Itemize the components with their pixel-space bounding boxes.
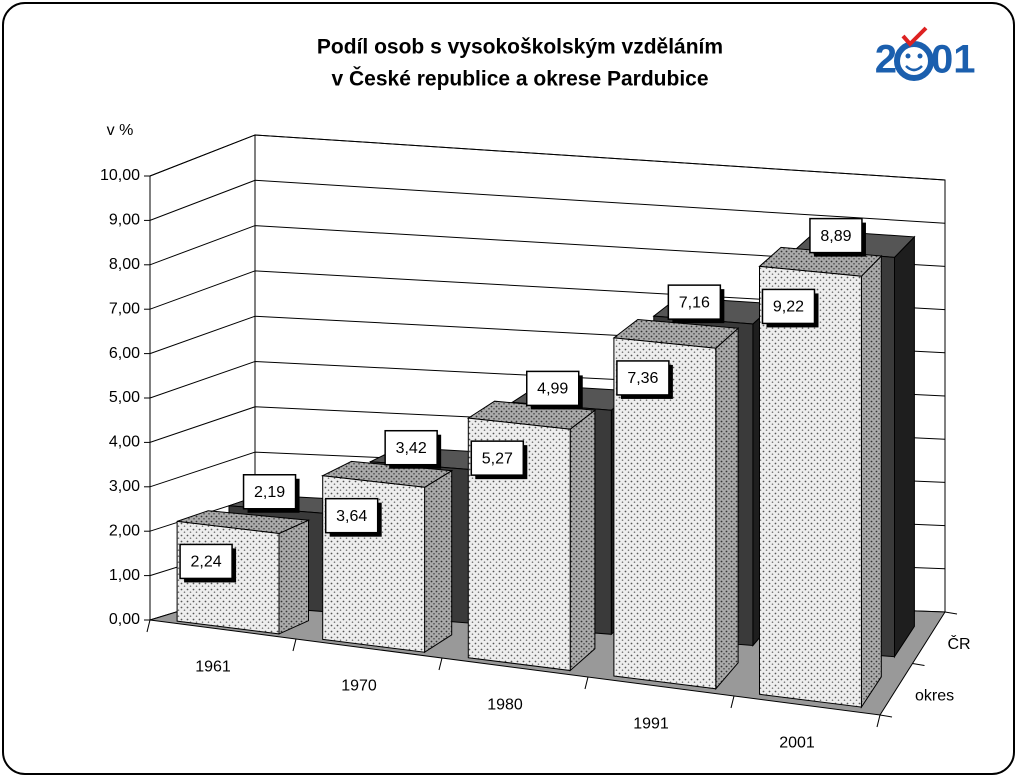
y-tick-label: 7,00 [109, 300, 140, 317]
y-tick-label: 8,00 [109, 256, 140, 273]
depth-tick [912, 663, 925, 666]
logo: 2 01 [875, 26, 976, 82]
chart-title: v České republice a okrese Pardubice [331, 67, 708, 91]
y-tick-label: 4,00 [109, 434, 140, 451]
x-tick [146, 619, 151, 633]
y-tick-label: 3,00 [109, 478, 140, 495]
y-tick-label: 5,00 [109, 389, 140, 406]
logo-check [901, 26, 928, 47]
y-tick-label: 2,00 [109, 522, 140, 539]
value-label-box [616, 360, 670, 396]
bar-side [278, 519, 309, 635]
bar [612, 318, 740, 691]
x-tick-label: 2001 [779, 735, 815, 752]
grid-line [149, 134, 946, 181]
value-label-box [242, 474, 297, 510]
bar-front [467, 417, 571, 672]
x-tick [584, 676, 589, 690]
value-label: 8,89 [820, 228, 851, 245]
y-tick-label: 1,00 [109, 567, 140, 584]
value-label-box [179, 543, 233, 580]
value-label-box [324, 497, 379, 534]
series-label: ČR [948, 634, 971, 653]
logo-text: 2 [875, 38, 897, 82]
logo-text: 01 [931, 38, 976, 82]
x-tick [438, 657, 443, 671]
value-label-box [526, 370, 580, 407]
bar-side [715, 327, 739, 691]
y-tick-label: 9,00 [109, 212, 140, 229]
grid-line [149, 225, 946, 267]
y-tick-label: 0,00 [109, 611, 140, 628]
bar-front [759, 265, 862, 708]
value-label: 2,19 [254, 484, 285, 501]
x-tick [292, 638, 297, 652]
x-tick [730, 695, 735, 709]
chart-title: Podíl osob s vysokoškolským vzděláním [317, 36, 723, 59]
grid-line [149, 179, 946, 224]
x-tick [876, 714, 881, 728]
value-label: 3,64 [336, 508, 367, 525]
value-label: 5,27 [482, 450, 513, 467]
x-tick-label: 1961 [195, 659, 231, 676]
value-label: 7,36 [627, 370, 658, 387]
bar [466, 400, 597, 672]
bar-front [613, 337, 717, 690]
x-tick-label: 1991 [633, 716, 669, 733]
bar-side [569, 409, 596, 672]
bar-side [424, 469, 453, 654]
series-label: okres [915, 688, 954, 705]
bar [320, 460, 454, 654]
y-tick-label: 6,00 [109, 345, 140, 362]
bar-side [894, 235, 915, 659]
value-label-box [470, 440, 525, 476]
logo-mouth [905, 65, 923, 72]
depth-tick [944, 611, 958, 615]
value-label: 3,42 [396, 440, 427, 457]
value-label: 2,24 [191, 554, 222, 571]
x-tick-label: 1980 [487, 697, 523, 714]
value-label-box [384, 429, 438, 466]
value-label-box [761, 288, 816, 325]
bar [758, 246, 883, 709]
logo-eye [905, 53, 911, 59]
bar-side [860, 254, 882, 709]
x-tick-label: 1970 [341, 678, 377, 695]
value-label: 9,22 [773, 299, 804, 316]
y-axis-label: v % [107, 122, 134, 139]
depth-tick [879, 714, 893, 718]
logo-smiley [894, 41, 934, 81]
value-label: 7,16 [679, 294, 710, 311]
logo-eye [917, 53, 923, 59]
value-label-box [667, 284, 722, 320]
value-label: 4,99 [537, 381, 568, 398]
value-label-box [809, 217, 863, 254]
y-tick-label: 10,00 [100, 167, 140, 184]
